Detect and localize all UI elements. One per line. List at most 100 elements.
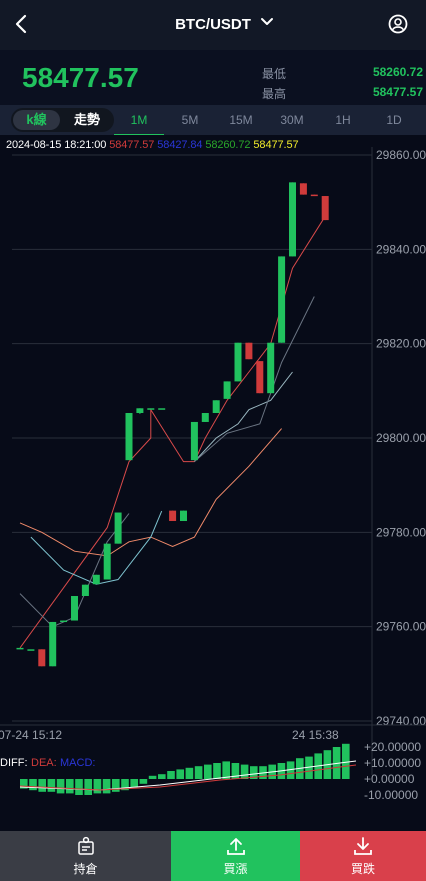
macd-bar	[148, 775, 157, 779]
macd-bar	[213, 763, 221, 779]
timeframe-tab-1h[interactable]: 1H	[335, 113, 351, 127]
macd-bar	[56, 779, 65, 794]
macd-bar	[194, 766, 203, 779]
timeframe-tab-30m[interactable]: 30M	[280, 113, 304, 127]
buy-up-label: 買漲	[223, 862, 248, 876]
candle	[92, 574, 100, 585]
x-tick-label: 24 15:38	[292, 728, 339, 742]
buy-down-button[interactable]: 買跌	[300, 831, 426, 881]
moving-average-line	[194, 371, 293, 462]
timeframe-tab-1d[interactable]: 1D	[386, 113, 402, 127]
macd-y-tick-label: -10.00000	[364, 788, 418, 802]
ohlc-datetime: 2024-08-15 18:21:00	[6, 139, 107, 151]
macd-bar	[84, 779, 92, 795]
candle	[212, 400, 220, 414]
candle	[256, 361, 264, 394]
high-value: 58477.57	[372, 85, 423, 99]
moving-average-line	[194, 296, 315, 462]
candle	[299, 183, 307, 195]
candle	[38, 649, 46, 667]
candle	[169, 510, 177, 522]
ohlc-ma2: 58260.72	[205, 139, 251, 151]
price-panel	[0, 50, 426, 105]
macd-bar	[240, 764, 249, 779]
macd-bar	[139, 779, 148, 784]
macd-bar	[231, 763, 240, 779]
candle	[16, 647, 24, 650]
candle	[180, 510, 187, 522]
candle	[81, 584, 89, 597]
macd-bar	[130, 779, 138, 787]
candle	[223, 381, 231, 399]
candle	[27, 649, 35, 651]
pair-title[interactable]: BTC/USDT	[175, 16, 251, 33]
buy-up-button[interactable]: 買漲	[171, 831, 300, 881]
macd-bar	[250, 766, 258, 779]
macd-bar	[222, 761, 230, 779]
macd-bar	[47, 779, 56, 792]
candle	[114, 512, 122, 544]
macd-y-tick-label: +0.00000	[364, 772, 415, 786]
timeframe-tab-15m[interactable]: 15M	[229, 113, 253, 127]
candle	[278, 256, 286, 343]
candlestick-chart[interactable]: 29860.00 29840.00 29820.00 29800.00 29780.00…	[0, 135, 426, 831]
macd-bar	[305, 756, 313, 779]
macd-label: DIFF:	[0, 757, 28, 769]
candle	[321, 196, 329, 221]
x-tick-label: 07-24 15:12	[0, 728, 62, 742]
chevron-down-icon[interactable]	[260, 15, 274, 29]
ohlc-ma3: 58477.57	[253, 139, 299, 151]
y-tick-label: 29820.00	[376, 337, 426, 351]
current-price: 58477.57	[22, 62, 139, 93]
holdings-button[interactable]: 持倉	[0, 831, 171, 881]
macd-bar	[286, 761, 295, 779]
candle	[136, 408, 144, 414]
macd-bar	[121, 779, 129, 791]
ohlc-open: 58477.57	[109, 139, 155, 151]
low-label: 最低	[262, 67, 287, 81]
user-icon[interactable]	[388, 14, 408, 34]
y-tick-label: 29780.00	[376, 525, 426, 539]
candle	[103, 543, 111, 580]
candle	[190, 421, 198, 461]
macd-bar	[20, 779, 28, 789]
candle	[267, 342, 275, 394]
macd-bar	[204, 764, 212, 779]
candle	[245, 342, 253, 360]
candle	[310, 194, 318, 197]
moving-average-line	[30, 510, 163, 585]
macd-bar	[167, 771, 175, 779]
timeframe-tab-1m[interactable]: 1M	[114, 105, 164, 135]
macd-bar	[75, 779, 83, 795]
candle	[289, 182, 296, 257]
holdings-icon	[77, 836, 94, 855]
candle	[49, 621, 57, 667]
candle	[125, 413, 133, 461]
macd-y-tick-label: +10.00000	[364, 756, 421, 770]
holdings-label: 持倉	[73, 862, 98, 876]
candle	[60, 620, 68, 623]
macd-dea-line	[19, 764, 357, 791]
macd-bar	[66, 779, 74, 794]
macd-bar	[158, 774, 166, 779]
y-tick-label: 29860.00	[376, 148, 426, 162]
y-tick-label: 29800.00	[376, 431, 426, 445]
macd-bar	[185, 767, 194, 779]
download-arrow-icon	[354, 837, 372, 855]
timeframe-tab-5m[interactable]: 5M	[181, 113, 199, 127]
macd-bar	[342, 743, 350, 779]
macd-bar	[93, 779, 102, 794]
candle	[71, 596, 78, 621]
ohlc-readout: 2024-08-15 18:21:00 58477.57 58427.84 58…	[6, 139, 299, 151]
candle	[147, 408, 155, 410]
candle	[158, 408, 166, 410]
trend-tab[interactable]: 走勢	[73, 112, 100, 127]
candle	[201, 413, 209, 422]
back-arrow-icon[interactable]	[10, 12, 34, 36]
macd-bar	[38, 779, 46, 792]
high-label: 最高	[262, 87, 287, 101]
footer-actions: 持倉 買漲 買跌	[0, 831, 426, 881]
macd-label: MACD:	[60, 757, 95, 769]
kline-tab[interactable]: k線	[13, 110, 60, 130]
ohlc-ma1: 58427.84	[157, 139, 203, 151]
